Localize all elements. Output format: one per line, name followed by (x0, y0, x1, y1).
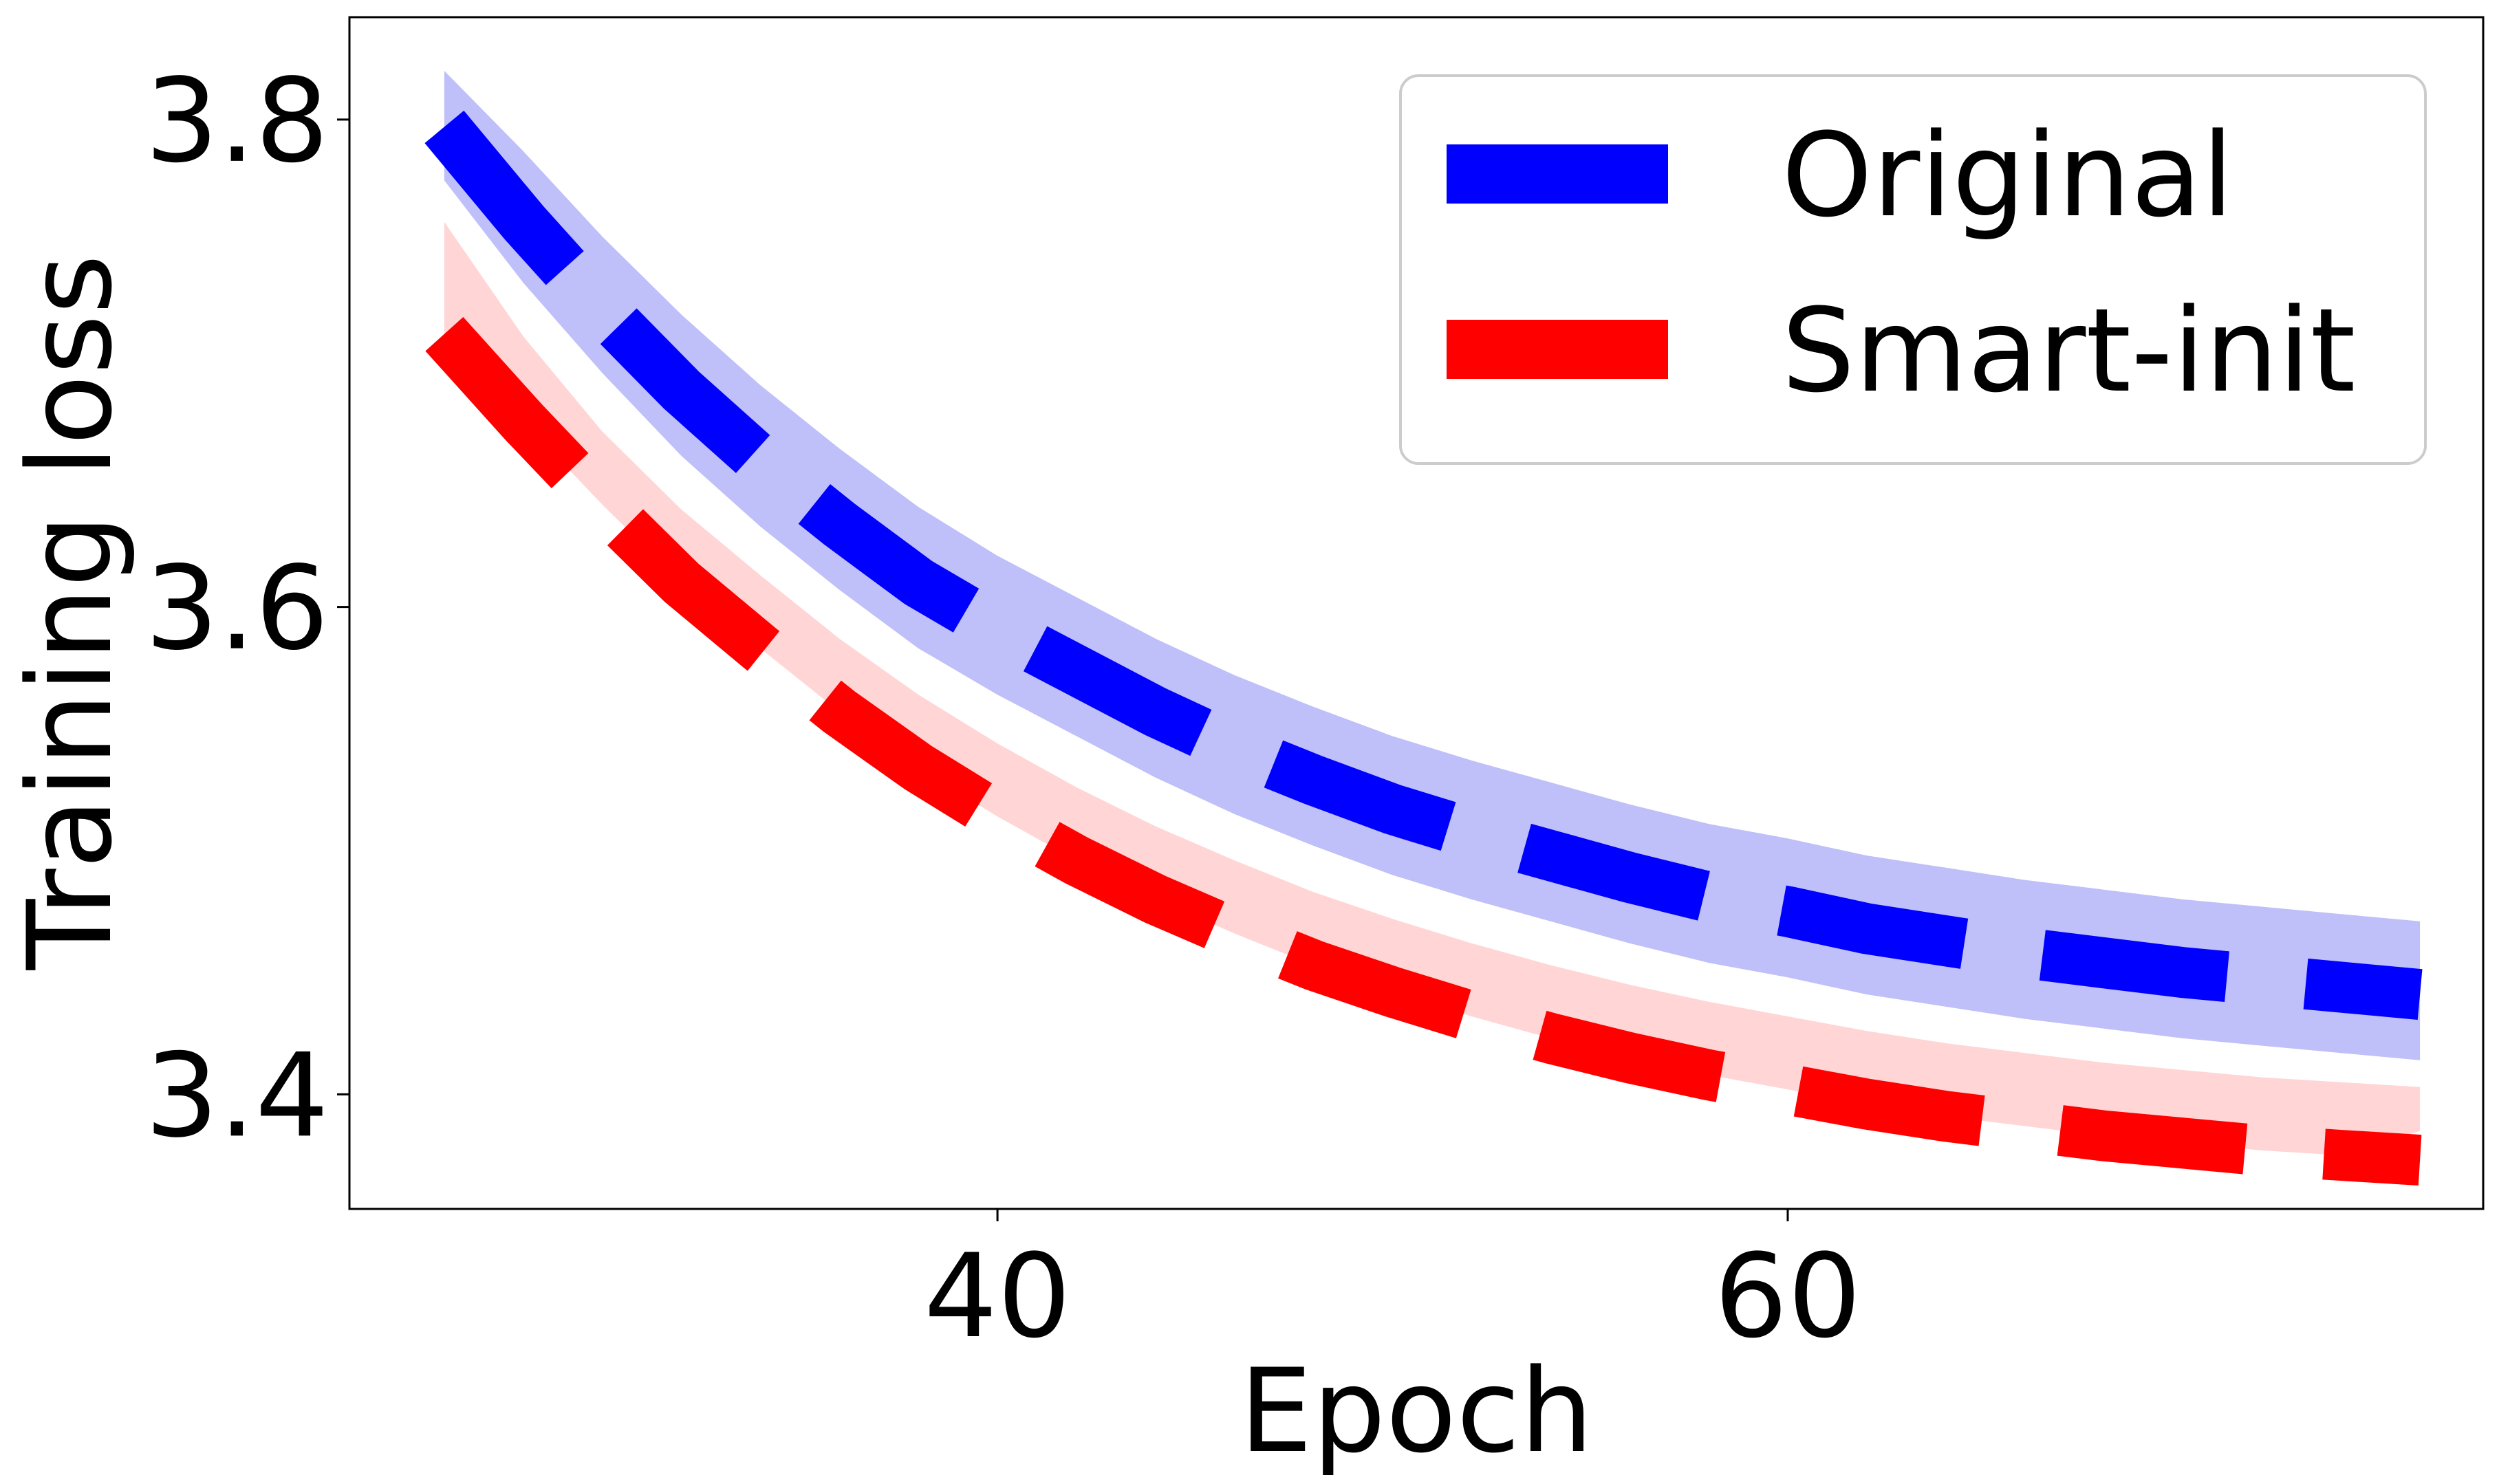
x-tick-label: 40 (924, 1229, 1071, 1364)
y-axis-ticks: 3.4 3.6 3.8 (145, 54, 349, 1163)
series-lines (424, 110, 2423, 1186)
y-tick-label: 3.8 (145, 54, 329, 188)
x-axis-label: Epoch (1240, 1344, 1593, 1478)
legend: Original Smart-init (1399, 74, 2427, 465)
legend-label-smart-init: Smart-init (1782, 283, 2356, 418)
axes-frame (348, 16, 2485, 1210)
legend-swatch-smart-init (1447, 320, 1668, 379)
legend-swatch-original (1447, 144, 1668, 204)
x-tick-label: 60 (1714, 1229, 1861, 1364)
y-axis-label: Training loss (3, 254, 138, 971)
line-smart-init (425, 316, 2422, 1186)
y-tick-label: 3.4 (145, 1028, 329, 1163)
y-tick-label: 3.6 (145, 541, 329, 676)
x-axis-ticks: 40 60 (924, 1209, 1861, 1364)
legend-label-original: Original (1782, 108, 2233, 243)
line-original (424, 110, 2423, 1020)
